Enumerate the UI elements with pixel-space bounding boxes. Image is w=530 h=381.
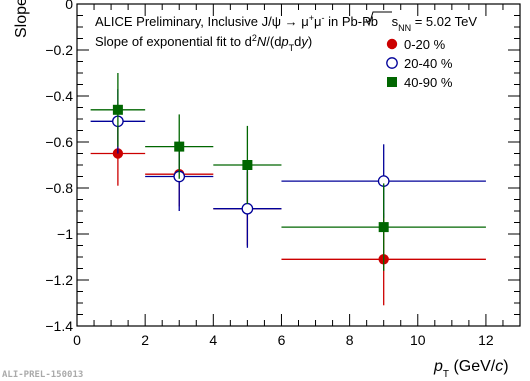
y-tick-label: 0 — [65, 0, 73, 12]
x-axis-title: pT (GeV/c) — [433, 358, 509, 380]
data-points — [90, 73, 486, 306]
data-point — [112, 104, 123, 115]
annotation-prefix: ALICE Preliminary, Inclusive J/ψ → μ — [95, 14, 309, 29]
y-axis-title: Slope — [13, 0, 30, 38]
preliminary-id: ALI-PREL-150013 — [2, 370, 83, 380]
legend-entry-label: 0-20 % — [404, 37, 446, 52]
y-tick-label: −1.4 — [45, 318, 73, 334]
data-point — [378, 222, 389, 233]
legend: 0-20 % 20-40 % 40-90 % — [386, 37, 453, 90]
legend-entry-label: 40-90 % — [404, 75, 453, 90]
y-tick-label: −0.4 — [45, 88, 73, 104]
x-tick-label: 6 — [278, 332, 286, 348]
plot-frame — [76, 3, 521, 327]
x-tick-label: 8 — [346, 332, 354, 348]
annotation-main: ALICE Preliminary, Inclusive J/ψ → μ+μ- … — [95, 13, 477, 33]
x-tick-label: 12 — [478, 332, 494, 348]
x-tick-label: 2 — [141, 332, 149, 348]
data-point — [242, 160, 253, 170]
x-tick-labels: 0 2 4 6 8 10 12 — [73, 332, 494, 348]
x-tick-label: 10 — [410, 332, 426, 348]
series-1 — [90, 89, 486, 248]
y-tick-labels: 0 −0.2 −0.4 −0.6 −0.8 −1 −1.2 −1.4 — [45, 0, 73, 334]
legend-marker — [386, 38, 398, 50]
series-0 — [90, 121, 486, 306]
sqrt-sign — [365, 11, 392, 27]
y-tick-label: −0.2 — [45, 42, 73, 58]
series-2 — [90, 73, 486, 271]
x-tick-label: 4 — [209, 332, 217, 348]
legend-marker — [386, 57, 398, 69]
legend-marker — [387, 77, 397, 87]
x-tick-label: 0 — [73, 332, 81, 348]
y-tick-label: −0.6 — [45, 134, 73, 150]
y-tick-label: −1 — [57, 226, 73, 242]
y-tick-label: −0.8 — [45, 180, 73, 196]
data-point — [174, 141, 185, 152]
axis-ticks — [76, 3, 521, 327]
annotation-sub: Slope of exponential fit to d2N/(dpTdy) — [95, 33, 312, 53]
y-tick-label: −1.2 — [45, 272, 73, 288]
legend-entry-label: 20-40 % — [404, 56, 453, 71]
annotation-block: ALICE Preliminary, Inclusive J/ψ → μ+μ- … — [95, 11, 477, 53]
data-point — [241, 202, 254, 215]
